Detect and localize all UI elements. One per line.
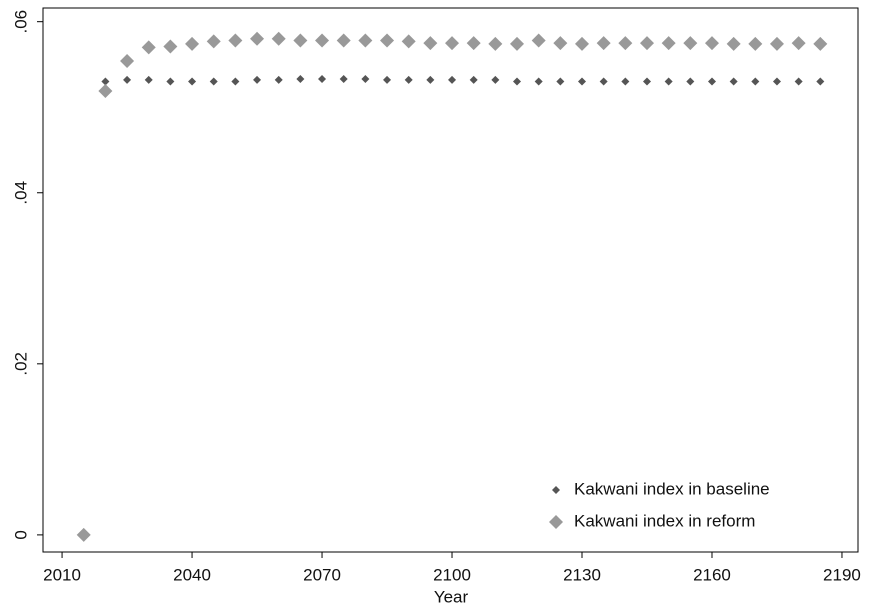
legend-marker	[549, 515, 563, 529]
point	[231, 77, 240, 86]
point	[748, 36, 763, 51]
x-tick-label: 2070	[303, 565, 341, 584]
point	[98, 83, 113, 98]
point	[794, 77, 803, 86]
y-tick-label: .02	[11, 352, 30, 376]
point	[578, 77, 587, 86]
point	[531, 33, 546, 48]
point	[642, 77, 651, 86]
point	[751, 77, 760, 86]
point	[534, 77, 543, 86]
point	[726, 36, 741, 51]
point	[621, 77, 630, 86]
point	[336, 33, 351, 48]
point	[596, 36, 611, 51]
point	[271, 31, 286, 46]
point	[101, 77, 110, 86]
point	[380, 33, 395, 48]
x-tick-label: 2040	[173, 565, 211, 584]
legend-label: Kakwani index in baseline	[574, 479, 770, 498]
point	[185, 36, 200, 51]
legend-marker	[552, 486, 560, 494]
legend-label: Kakwani index in reform	[574, 511, 755, 530]
point	[575, 36, 590, 51]
point	[686, 77, 695, 86]
point	[599, 77, 608, 86]
point	[361, 74, 370, 83]
point	[209, 77, 218, 86]
x-tick-label: 2190	[823, 565, 861, 584]
point	[188, 77, 197, 86]
point	[556, 77, 565, 86]
point	[813, 36, 828, 51]
point	[250, 31, 265, 46]
y-tick-label: 0	[11, 530, 30, 539]
x-axis-title: Year	[434, 587, 469, 606]
point	[491, 75, 500, 84]
point	[664, 77, 673, 86]
plot-frame	[42, 7, 859, 553]
point	[401, 34, 416, 49]
point	[339, 74, 348, 83]
point	[618, 36, 633, 51]
point	[141, 40, 156, 55]
point	[469, 75, 478, 84]
point	[769, 36, 784, 51]
x-tick-label: 2100	[433, 565, 471, 584]
point	[358, 33, 373, 48]
point	[123, 75, 132, 84]
y-tick-label: .06	[11, 10, 30, 34]
x-tick-label: 2010	[43, 565, 81, 584]
point	[816, 77, 825, 86]
point	[426, 75, 435, 84]
point	[448, 75, 457, 84]
x-tick-label: 2130	[563, 565, 601, 584]
point	[166, 77, 175, 86]
point	[76, 527, 91, 542]
x-tick-label: 2160	[693, 565, 731, 584]
point	[120, 54, 135, 69]
point	[510, 36, 525, 51]
point	[661, 36, 676, 51]
y-tick-label: .04	[11, 181, 30, 205]
point	[144, 75, 153, 84]
point	[163, 39, 178, 54]
point	[639, 36, 654, 51]
point	[206, 34, 221, 49]
point	[228, 33, 243, 48]
point	[553, 36, 568, 51]
point	[293, 33, 308, 48]
point	[445, 36, 460, 51]
point	[704, 36, 719, 51]
point	[318, 74, 327, 83]
point	[423, 36, 438, 51]
point	[296, 74, 305, 83]
point	[772, 77, 781, 86]
point	[707, 77, 716, 86]
point	[383, 75, 392, 84]
point	[513, 77, 522, 86]
point	[791, 36, 806, 51]
point	[729, 77, 738, 86]
point	[488, 36, 503, 51]
point	[683, 36, 698, 51]
point	[315, 33, 330, 48]
point	[274, 75, 283, 84]
point	[253, 75, 262, 84]
point	[466, 36, 481, 51]
point	[404, 75, 413, 84]
